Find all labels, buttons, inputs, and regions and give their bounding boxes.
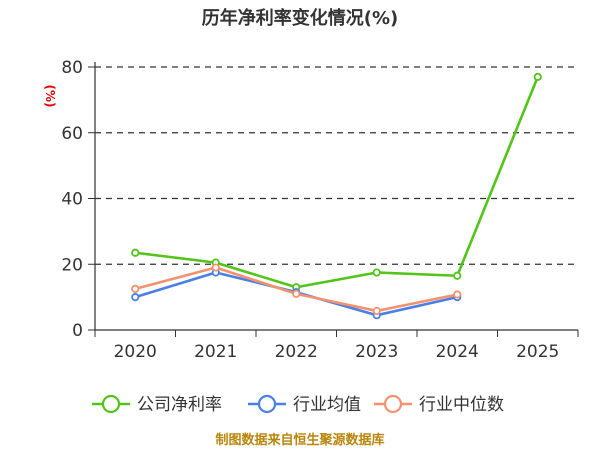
legend-marker-0 bbox=[101, 394, 121, 414]
data-point-0-4[interactable] bbox=[453, 271, 462, 280]
legend-item-1[interactable]: 行业均值 bbox=[248, 394, 361, 415]
x-tick-label-2023: 2023 bbox=[355, 342, 398, 362]
x-tick-label-2022: 2022 bbox=[275, 342, 318, 362]
y-tick-label-0: 0 bbox=[72, 321, 83, 341]
legend-item-0[interactable]: 公司净利率 bbox=[92, 394, 222, 415]
x-tick-label-2025: 2025 bbox=[516, 342, 559, 362]
data-point-1-0[interactable] bbox=[131, 293, 140, 302]
legend-label-0: 公司净利率 bbox=[137, 395, 222, 415]
legend-item-2[interactable]: 行业中位数 bbox=[374, 394, 504, 415]
series-2 bbox=[131, 263, 462, 316]
legend: 公司净利率 行业均值 行业中位数 bbox=[92, 394, 504, 415]
x-tick-label-2020: 2020 bbox=[114, 342, 157, 362]
x-tick-label-2024: 2024 bbox=[436, 342, 479, 362]
x-tick-label-2021: 2021 bbox=[194, 342, 237, 362]
source-note: 制图数据来自恒生聚源数据库 bbox=[215, 432, 384, 448]
series-line-0 bbox=[135, 76, 539, 289]
series-group bbox=[131, 72, 542, 320]
legend-label-2: 行业中位数 bbox=[419, 395, 504, 415]
data-point-2-0[interactable] bbox=[131, 284, 140, 294]
x-tick-labels: 2020 2021 2022 2023 2024 2025 bbox=[94, 330, 579, 362]
axes bbox=[94, 62, 578, 331]
y-tick-labels: 0 20 40 60 80 bbox=[61, 58, 95, 341]
y-tick-label-20: 20 bbox=[61, 255, 83, 275]
data-point-0-0[interactable] bbox=[131, 248, 140, 257]
y-tick-label-40: 40 bbox=[61, 190, 83, 210]
data-point-0-5[interactable] bbox=[533, 72, 542, 81]
data-point-0-3[interactable] bbox=[372, 268, 381, 277]
data-point-2-4[interactable] bbox=[453, 290, 462, 299]
legend-marker-2 bbox=[383, 394, 403, 414]
y-axis-unit: (%) bbox=[43, 85, 57, 108]
grid-lines bbox=[95, 66, 578, 265]
data-point-2-1[interactable] bbox=[211, 263, 220, 272]
data-point-2-2[interactable] bbox=[292, 289, 301, 298]
series-0 bbox=[131, 72, 542, 292]
data-point-2-3[interactable] bbox=[372, 306, 381, 316]
legend-marker-1 bbox=[257, 394, 277, 414]
chart-title: 历年净利率变化情况(%) bbox=[202, 7, 399, 29]
legend-label-1: 行业均值 bbox=[293, 395, 361, 415]
y-tick-label-80: 80 bbox=[61, 58, 83, 78]
y-tick-label-60: 60 bbox=[61, 124, 83, 144]
